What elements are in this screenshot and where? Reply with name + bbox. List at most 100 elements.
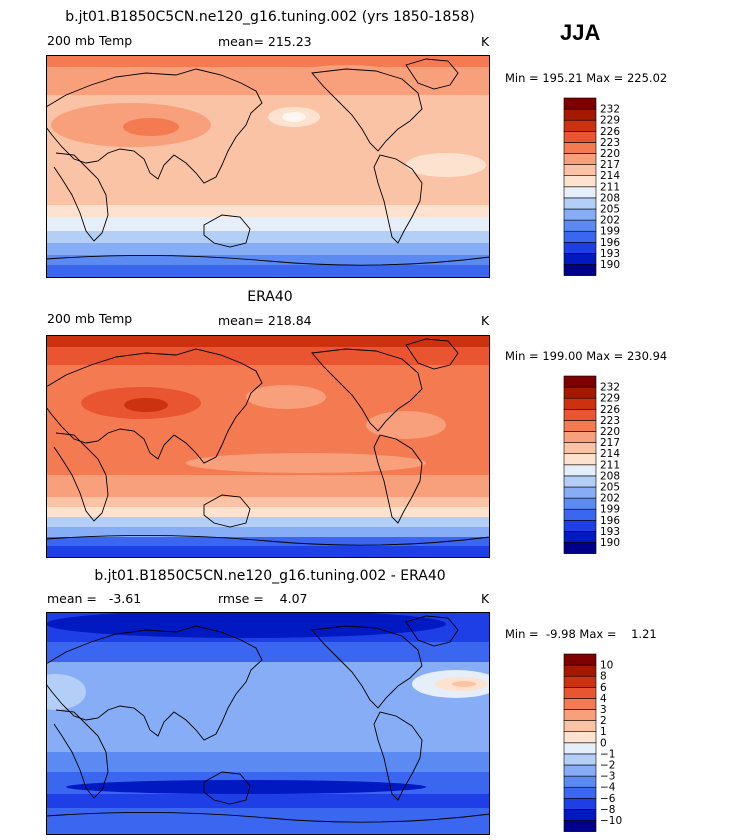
panel1-band-4 [46,205,490,217]
colorbar-box [563,186,597,199]
panel1-band-1 [46,55,490,67]
panel2-mean-label: mean= 218.84 [218,313,312,328]
colorbar-tick-label: 223 [600,415,620,427]
colorbar-box [563,108,597,121]
colorbar-tick-label: 190 [600,537,620,549]
panel1-band-6 [46,231,490,243]
panel1-pacific-cool-core [282,112,306,122]
colorbar-tick-label: 0 [600,737,607,749]
colorbar-tick-label: 3 [600,704,607,716]
panel3-west-light [46,674,86,710]
panel3-title: b.jt01.B1850C5CN.ne120_g16.tuning.002 - … [94,568,446,584]
colorbar-tick-label: 4 [600,693,607,705]
panel2-minmax: Min = 199.00 Max = 230.94 [505,349,668,363]
panel1-asia-warm-2 [123,118,179,136]
panel1-title: b.jt01.B1850C5CN.ne120_g16.tuning.002 (y… [65,9,475,25]
panel1-minmax: Min = 195.21 Max = 225.02 [505,71,668,85]
panel3-map [46,612,490,835]
panel2-band-7 [46,517,490,527]
colorbar-box [563,786,597,799]
colorbar-box [563,264,597,276]
colorbar-box [563,531,597,543]
panel3-coastlines [46,615,490,823]
panel1-band-5 [46,217,490,231]
panel1-atlantic-warm [406,153,486,177]
panel1-mean-label: mean= 215.23 [218,34,312,49]
colorbar-box [563,208,597,221]
panel2-south-cool [186,453,426,473]
colorbar-tick-label: 6 [600,682,607,694]
panel2-band-9 [46,537,490,546]
colorbar-tick-label: 193 [600,248,620,260]
colorbar-tick-label: 220 [600,148,620,160]
colorbar-box [563,242,597,254]
colorbar-box [563,397,597,410]
panel1-band-2 [46,67,490,95]
colorbar-box [563,375,597,388]
colorbar-tick-label: 208 [600,470,620,482]
colorbar-tick-label: −10 [600,815,622,827]
colorbar-tick-label: 226 [600,404,620,416]
panel1-left-label: 200 mb Temp [47,33,133,48]
colorbar-box [563,486,597,499]
panel3-frame [46,612,490,835]
colorbar-tick-label: −3 [600,771,615,783]
colorbar-tick-label: 199 [600,504,620,516]
panel1-band-9 [46,265,490,278]
colorbar-box [563,230,597,243]
colorbar-tick-label: 196 [600,515,620,527]
colorbar-box [563,97,597,110]
colorbar-tick-label: 220 [600,426,620,438]
panel2-coastlines [46,338,490,546]
colorbar-tick-label: 202 [600,215,620,227]
colorbar-tick-label: 223 [600,137,620,149]
colorbar-tick-label: −2 [600,760,615,772]
panel3-band-6 [46,794,490,808]
panel3-north-dark [46,612,446,638]
panel1-units: K [481,34,490,49]
colorbar-tick-label: 205 [600,204,620,216]
panel2-title: ERA40 [247,289,293,305]
panel1-coastlines [46,58,490,266]
colorbar-box [563,464,597,477]
panel2-east-cool [366,411,446,439]
colorbar-tick-label: 1 [600,726,607,738]
colorbar-tick-label: 211 [600,181,620,193]
colorbar-tick-label: 202 [600,493,620,505]
colorbar-box [563,709,597,721]
colorbar-box [563,820,597,832]
panel1-north-cool [296,65,396,81]
panel3-minmax: Min = -9.98 Max = 1.21 [505,627,657,641]
colorbar-box [563,253,597,265]
panel3-mean-label: mean = -3.61 [47,591,142,606]
colorbar-box [563,742,597,755]
colorbar-box [563,420,597,432]
colorbar-tick-label: −6 [600,793,616,805]
colorbar-box [563,431,597,443]
panel2-pacific-cool [246,385,326,409]
colorbar-box [563,764,597,777]
panel2-left-label: 200 mb Temp [47,311,133,326]
panel2-band-1 [46,335,490,347]
panel2-band-6 [46,507,490,517]
panel2-band-10 [46,546,490,558]
colorbar-box [563,753,597,766]
colorbar-tick-label: 190 [600,259,620,271]
colorbar-box [563,119,597,132]
colorbar-tick-label: 2 [600,715,607,727]
panel2-units: K [481,313,490,328]
colorbar-box [563,508,597,521]
colorbar-tick-label: 229 [600,115,620,127]
season-label: JJA [560,20,601,45]
colorbar-box [563,731,597,744]
colorbar-tick-label: −8 [600,804,615,816]
colorbar-box [563,453,597,466]
colorbar-box [563,520,597,532]
colorbar-tick-label: −1 [600,748,615,760]
colorbar-box [563,130,597,143]
colorbar-tick-label: 208 [600,192,620,204]
colorbar-box [563,153,597,165]
colorbar-box [563,664,597,677]
colorbar-tick-label: 214 [600,448,620,460]
colorbar-tick-label: 199 [600,226,620,238]
